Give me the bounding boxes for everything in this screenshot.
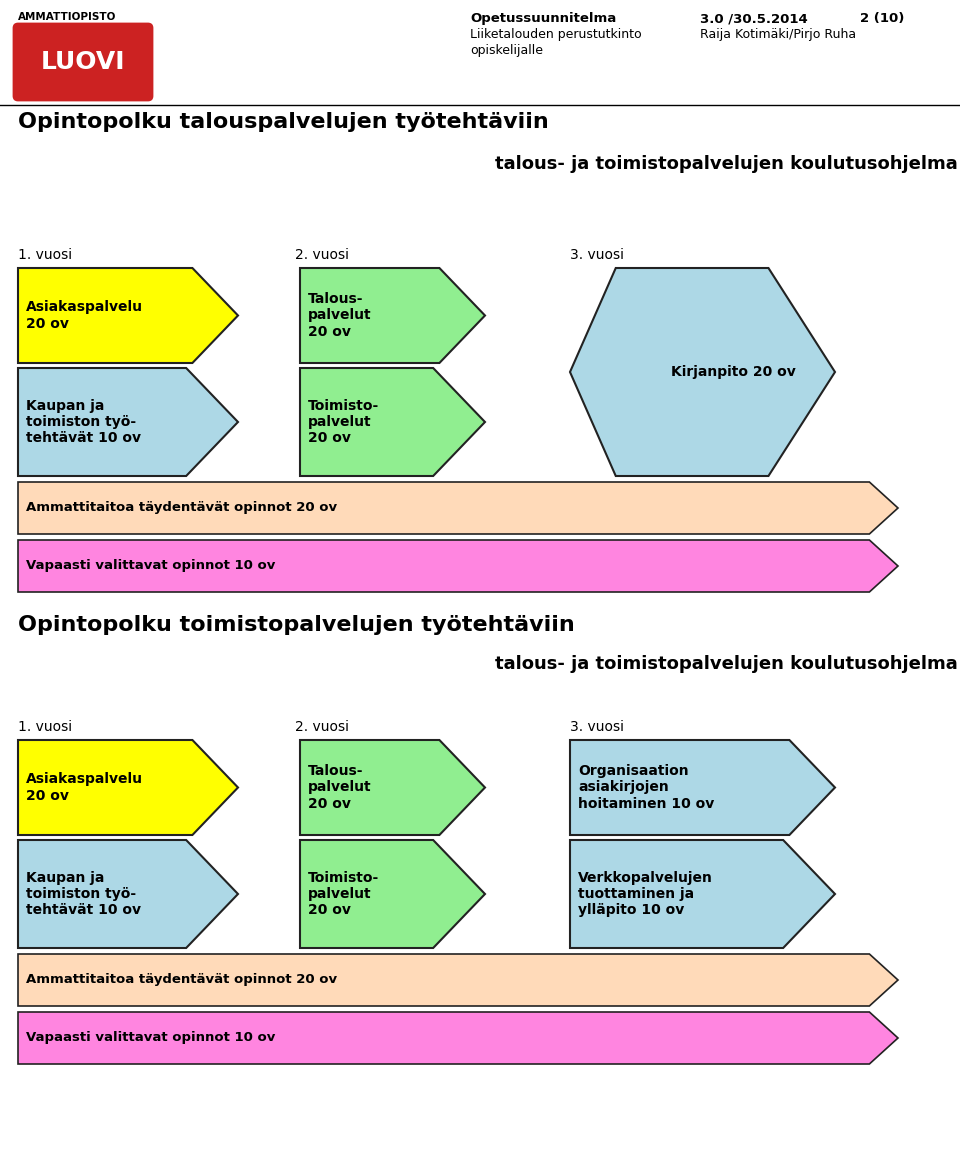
Text: Organisaation
asiakirjojen
hoitaminen 10 ov: Organisaation asiakirjojen hoitaminen 10… [578,765,714,811]
Text: 2. vuosi: 2. vuosi [295,248,349,261]
Text: Opetussuunnitelma: Opetussuunnitelma [470,12,616,26]
Text: Ammattitaitoa täydentävät opinnot 20 ov: Ammattitaitoa täydentävät opinnot 20 ov [26,974,337,987]
Text: talous- ja toimistopalvelujen koulutusohjelma: talous- ja toimistopalvelujen koulutusoh… [495,155,958,173]
Polygon shape [18,954,898,1006]
Text: 3. vuosi: 3. vuosi [570,720,624,734]
Text: 1. vuosi: 1. vuosi [18,720,72,734]
Text: Talous-
palvelut
20 ov: Talous- palvelut 20 ov [308,293,372,338]
Text: AMMATTIOPISTO: AMMATTIOPISTO [18,12,116,22]
Text: Asiakaspalvelu
20 ov: Asiakaspalvelu 20 ov [26,773,143,803]
Text: Kaupan ja
toimiston työ-
tehtävät 10 ov: Kaupan ja toimiston työ- tehtävät 10 ov [26,870,141,917]
Polygon shape [18,740,238,835]
FancyBboxPatch shape [14,24,152,100]
Polygon shape [570,840,835,948]
Text: Vapaasti valittavat opinnot 10 ov: Vapaasti valittavat opinnot 10 ov [26,1032,276,1045]
Polygon shape [18,840,238,948]
Text: Kirjanpito 20 ov: Kirjanpito 20 ov [671,365,796,379]
Text: Talous-
palvelut
20 ov: Talous- palvelut 20 ov [308,765,372,811]
Text: LUOVI: LUOVI [40,50,125,74]
Text: talous- ja toimistopalvelujen koulutusohjelma: talous- ja toimistopalvelujen koulutusoh… [495,655,958,673]
Text: Opintopolku toimistopalvelujen työtehtäviin: Opintopolku toimistopalvelujen työtehtäv… [18,615,575,634]
Polygon shape [300,268,485,363]
Text: opiskelijalle: opiskelijalle [470,44,543,57]
Polygon shape [18,268,238,363]
Polygon shape [300,740,485,835]
Polygon shape [18,368,238,476]
Text: Ammattitaitoa täydentävät opinnot 20 ov: Ammattitaitoa täydentävät opinnot 20 ov [26,502,337,515]
Text: Toimisto-
palvelut
20 ov: Toimisto- palvelut 20 ov [308,870,379,917]
Text: Asiakaspalvelu
20 ov: Asiakaspalvelu 20 ov [26,301,143,331]
Text: Toimisto-
palvelut
20 ov: Toimisto- palvelut 20 ov [308,399,379,445]
Text: Opintopolku talouspalvelujen työtehtäviin: Opintopolku talouspalvelujen työtehtävii… [18,112,549,132]
Text: 3. vuosi: 3. vuosi [570,248,624,261]
Polygon shape [18,540,898,591]
Text: Verkkopalvelujen
tuottaminen ja
ylläpito 10 ov: Verkkopalvelujen tuottaminen ja ylläpito… [578,870,713,917]
Text: 2. vuosi: 2. vuosi [295,720,349,734]
Text: Liiketalouden perustutkinto: Liiketalouden perustutkinto [470,28,641,41]
Polygon shape [18,482,898,535]
Text: 3.0 /30.5.2014: 3.0 /30.5.2014 [700,12,807,26]
Polygon shape [18,1012,898,1064]
Text: 1. vuosi: 1. vuosi [18,248,72,261]
Text: Raija Kotimäki/Pirjo Ruha: Raija Kotimäki/Pirjo Ruha [700,28,856,41]
Text: 2 (10): 2 (10) [860,12,904,26]
Polygon shape [570,740,835,835]
Text: Vapaasti valittavat opinnot 10 ov: Vapaasti valittavat opinnot 10 ov [26,559,276,573]
Text: Kaupan ja
toimiston työ-
tehtävät 10 ov: Kaupan ja toimiston työ- tehtävät 10 ov [26,399,141,445]
Polygon shape [570,268,835,476]
Polygon shape [300,840,485,948]
Polygon shape [300,368,485,476]
